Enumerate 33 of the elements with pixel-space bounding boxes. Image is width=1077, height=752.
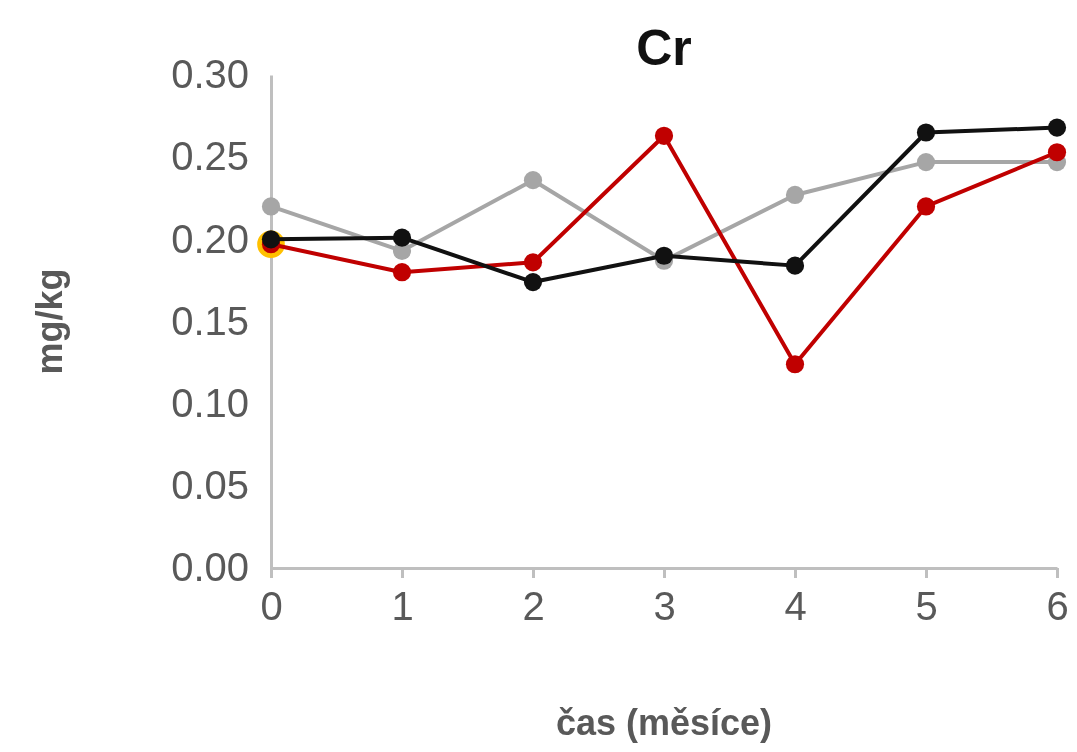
- x-tick-label: 1: [391, 584, 414, 629]
- y-tick-label: 0.10: [171, 380, 249, 425]
- chart-title: Cr: [636, 20, 692, 76]
- y-tick-label: 0.25: [171, 134, 249, 179]
- point: [261, 197, 281, 216]
- y-tick-label: 0.05: [171, 463, 249, 508]
- x-tick-label: 6: [1046, 584, 1069, 629]
- point: [916, 197, 936, 216]
- point: [1047, 118, 1067, 137]
- x-axis-title: čas (měsíce): [555, 702, 773, 743]
- point: [1047, 143, 1067, 162]
- point: [785, 355, 805, 374]
- point: [523, 272, 543, 292]
- point: [654, 126, 674, 145]
- point: [785, 256, 805, 275]
- y-tick-label: 0.30: [171, 52, 249, 97]
- point: [916, 123, 936, 142]
- x-tick-label: 3: [653, 584, 676, 629]
- point: [392, 228, 412, 247]
- point: [523, 171, 543, 190]
- point: [916, 153, 936, 172]
- y-axis-title: mg/kg: [29, 268, 70, 375]
- point: [785, 185, 805, 205]
- x-tick-label: 2: [522, 584, 545, 629]
- point: [392, 263, 412, 282]
- x-tick-label: 4: [784, 584, 807, 629]
- x-tick-label: 0: [260, 584, 283, 629]
- x-tick-label: 5: [915, 584, 938, 629]
- y-tick-label: 0.20: [171, 216, 249, 261]
- y-tick-label: 0.15: [171, 298, 249, 343]
- y-tick-label: 0.00: [171, 545, 249, 590]
- point: [654, 246, 674, 265]
- point: [523, 253, 543, 272]
